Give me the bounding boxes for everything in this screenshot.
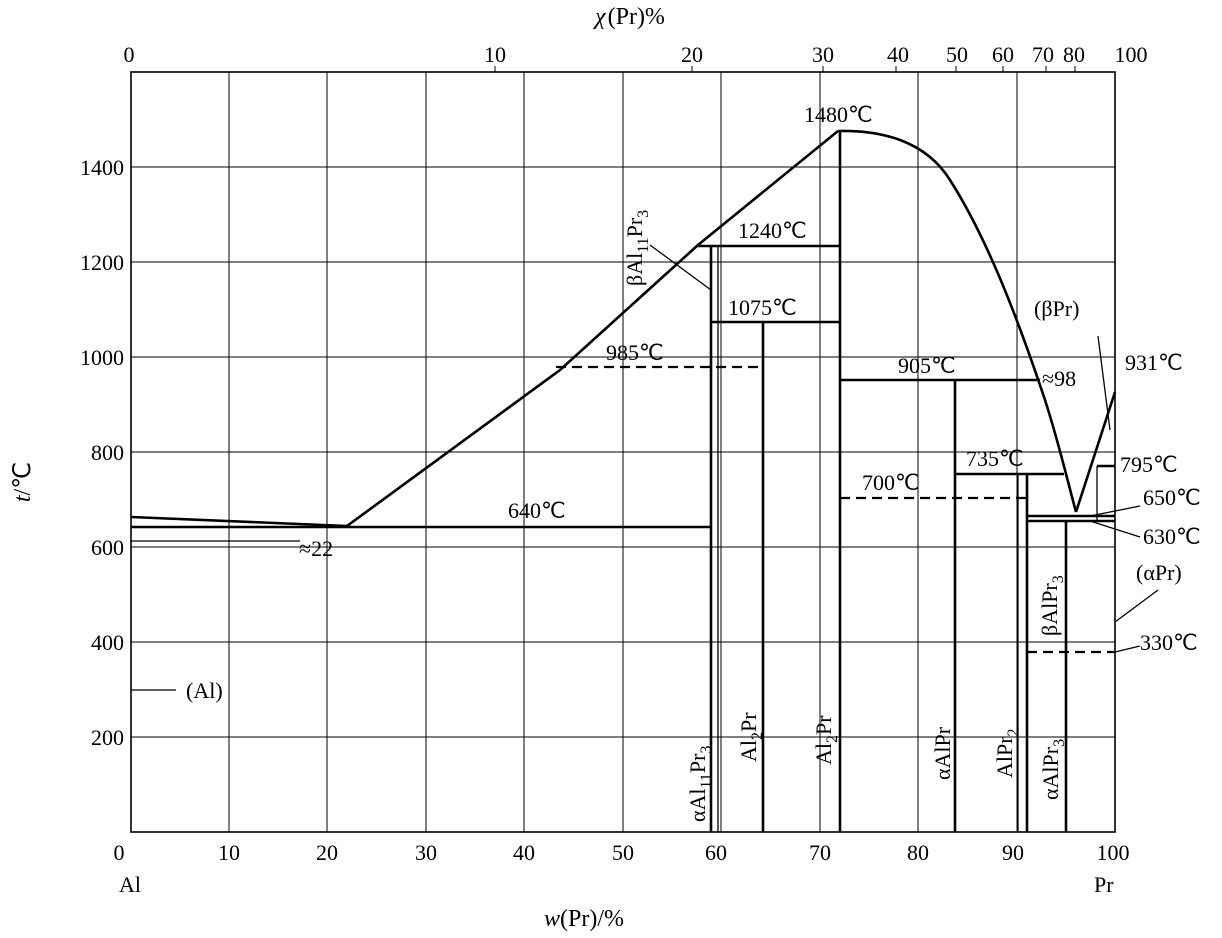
al-liquidus: [130, 515, 348, 528]
leader-330: [1114, 645, 1141, 653]
top-tick-label: 60: [992, 42, 1014, 67]
top-tick-label: 30: [812, 42, 834, 67]
label-approx-22: ≈22: [299, 536, 333, 561]
alpha-pr-leader: [1114, 589, 1159, 623]
label-approx-98: ≈98: [1042, 366, 1076, 391]
label-1480: 1480℃: [804, 102, 873, 127]
top-tick-label: 10: [484, 42, 506, 67]
bottom-tick-label: 70: [809, 840, 831, 865]
right-element-label: Pr: [1094, 872, 1114, 897]
compound-beta-al11pr3: βAl11Pr3: [622, 210, 652, 286]
label-1075: 1075℃: [728, 295, 797, 320]
left-tick-label: 400: [91, 630, 124, 655]
left-tick-label: 800: [91, 440, 124, 465]
top-tick-label: 100: [1115, 42, 1148, 67]
top-tick-label: 0: [124, 42, 135, 67]
bottom-tick-label: 60: [705, 840, 727, 865]
label-beta-pr: (βPr): [1034, 296, 1079, 321]
label-735: 735℃: [966, 446, 1024, 471]
left-element-label: Al: [119, 872, 141, 897]
top-axis-title: χ(Pr)%: [593, 4, 665, 30]
label-1240: 1240℃: [738, 218, 807, 243]
compound-alpha-alpr: αAlPr: [930, 726, 955, 780]
bottom-tick-label: 90: [1002, 840, 1024, 865]
horizontal-gridlines: [131, 166, 1115, 738]
left-axis-title: t/℃: [10, 462, 36, 502]
bottom-tick-label: 50: [612, 840, 634, 865]
bottom-tick-label: 80: [907, 840, 929, 865]
leader-630: [1089, 520, 1141, 538]
top-tick-label: 40: [887, 42, 909, 67]
left-tick-label: 1400: [80, 155, 124, 180]
label-650: 650℃: [1143, 485, 1201, 510]
compound-beta-alpr3: βAlPr3: [1037, 575, 1067, 636]
top-axis-ticks: [494, 66, 1076, 72]
compound-alpr2: AlPr2: [992, 728, 1022, 778]
bottom-tick-label: 40: [513, 840, 535, 865]
compound-alpha-al11pr3: αAl11Pr3: [685, 746, 715, 823]
liquidus-right: [837, 129, 1078, 513]
leader-650: [1089, 505, 1141, 517]
liquidus-pr-side: [1074, 391, 1117, 513]
beta-al11pr3-leader: [649, 244, 712, 291]
top-tick-label: 80: [1063, 42, 1085, 67]
liquidus-left: [346, 129, 839, 528]
label-905: 905℃: [898, 353, 956, 378]
beta-pr-leader: [1097, 335, 1111, 431]
label-al-phase: (Al): [186, 678, 223, 703]
left-tick-label: 200: [91, 725, 124, 750]
bottom-tick-label: 30: [415, 840, 437, 865]
bottom-axis-title: w(Pr)/%: [544, 906, 624, 932]
bottom-axis-labels: 0 10 20 30 40 50 60 70 80 90 100: [114, 840, 1130, 865]
bottom-tick-label: 10: [218, 840, 240, 865]
top-axis-labels: 0 10 20 30 40 50 60 70 80 100: [124, 42, 1148, 67]
left-tick-label: 1200: [80, 250, 124, 275]
top-tick-label: 70: [1032, 42, 1054, 67]
label-alpha-pr: (αPr): [1136, 560, 1182, 585]
top-tick-label: 20: [681, 42, 703, 67]
label-700: 700℃: [862, 470, 920, 495]
compound-al2pr-right: Al2Pr: [811, 715, 841, 765]
label-795: 795℃: [1120, 452, 1178, 477]
label-640: 640℃: [508, 498, 566, 523]
compound-al2pr-left: Al2Pr: [736, 712, 766, 762]
bottom-tick-label: 100: [1097, 840, 1130, 865]
bottom-tick-label: 0: [114, 840, 125, 865]
left-tick-label: 600: [91, 535, 124, 560]
bottom-tick-label: 20: [316, 840, 338, 865]
label-630: 630℃: [1143, 524, 1201, 549]
left-tick-label: 1000: [80, 345, 124, 370]
top-tick-label: 50: [946, 42, 968, 67]
left-axis-labels: 200 400 600 800 1000 1200 1400: [80, 155, 124, 750]
label-931: 931℃: [1125, 350, 1183, 375]
compound-alpha-alpr3: αAlPr3: [1038, 739, 1068, 800]
label-985: 985℃: [606, 340, 664, 365]
label-330: 330℃: [1140, 630, 1198, 655]
